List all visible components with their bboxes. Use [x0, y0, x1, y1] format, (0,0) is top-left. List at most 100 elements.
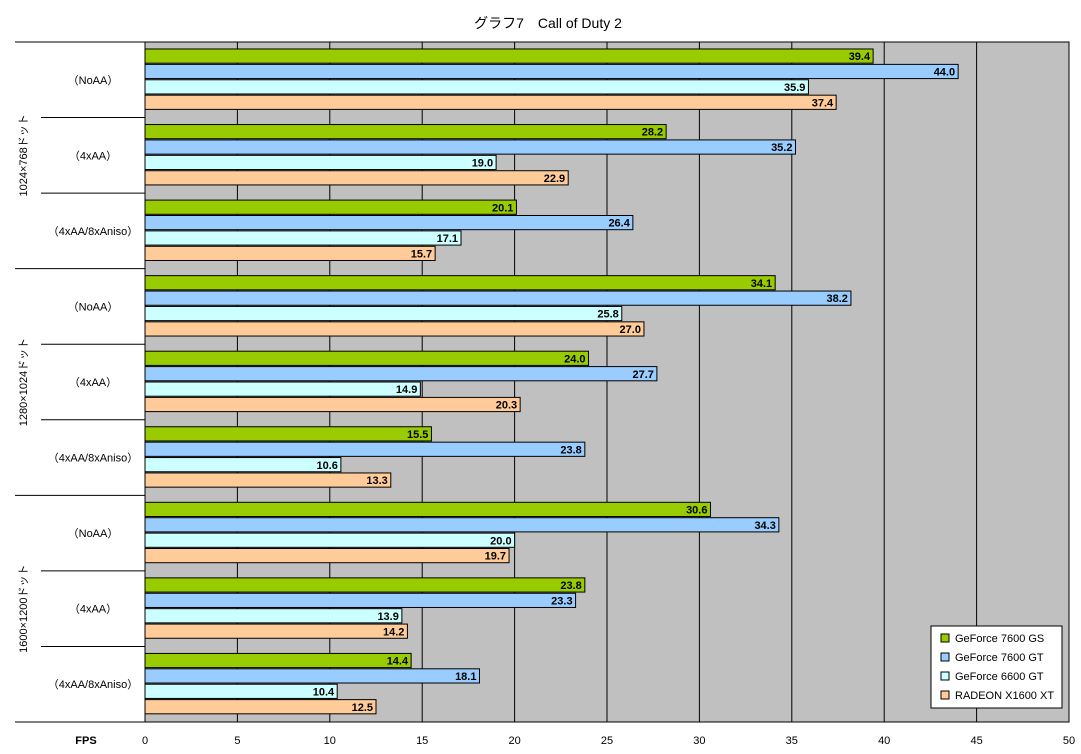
- category-label: （NoAA）: [68, 74, 119, 87]
- bar: [144, 366, 658, 382]
- bar: [144, 501, 711, 518]
- legend-swatch: [940, 671, 950, 681]
- bar: [144, 608, 403, 624]
- x-tick-label: 50: [1063, 735, 1075, 747]
- x-tick-label: 5: [234, 735, 240, 747]
- category-label: （4xAA/8xAniso）: [48, 452, 138, 465]
- bar: [144, 230, 462, 246]
- category-label: （4xAA）: [69, 603, 117, 616]
- data-label: 20.3: [496, 400, 517, 412]
- category-label: （NoAA）: [68, 300, 119, 313]
- data-label: 44.0: [934, 67, 955, 79]
- data-label: 27.7: [632, 369, 653, 381]
- bar: [144, 381, 421, 397]
- x-tick-label: 30: [693, 735, 705, 747]
- data-label: 13.9: [377, 611, 398, 623]
- data-label: 18.1: [455, 671, 476, 683]
- bar: [144, 139, 796, 155]
- data-label: 25.8: [597, 309, 618, 321]
- category-label: （NoAA）: [68, 527, 119, 540]
- x-axis-label: FPS: [75, 735, 96, 747]
- bar: [144, 63, 959, 80]
- data-label: 34.3: [754, 520, 775, 532]
- bar: [144, 457, 342, 473]
- x-tick-label: 20: [508, 735, 520, 747]
- bar: [144, 290, 852, 306]
- bar: [144, 623, 408, 639]
- data-label: 14.4: [387, 656, 409, 668]
- data-label: 19.0: [472, 158, 493, 170]
- x-tick-labels: 0 5 10 15 20 25 30 35 40 45 50: [142, 735, 1075, 747]
- data-label: 12.5: [352, 702, 373, 714]
- data-label: 10.6: [316, 460, 337, 472]
- group-label: 1600×1200ドット: [18, 564, 30, 652]
- x-tick-label: 0: [142, 735, 148, 747]
- data-label: 30.6: [686, 505, 707, 517]
- data-label: 20.0: [490, 535, 511, 547]
- legend: GeForce 7600 GS GeForce 7600 GT GeForce 66…: [930, 625, 1063, 709]
- bar: [144, 426, 432, 442]
- x-tick-label: 15: [416, 735, 428, 747]
- bar: [144, 48, 874, 64]
- bar: [144, 517, 780, 533]
- category-labels: （NoAA） （4xAA） （4xAA/8xAniso） （NoAA） （4xAA） （4…: [18, 74, 138, 691]
- data-label: 17.1: [437, 233, 458, 245]
- legend-label: GeForce 7600 GS: [955, 633, 1044, 645]
- bar: [144, 79, 809, 95]
- group-label: 1024×768ドット: [18, 114, 30, 196]
- data-label: 15.5: [407, 429, 428, 441]
- bar: [144, 199, 517, 215]
- data-label: 23.8: [560, 580, 581, 592]
- legend-swatch: [940, 652, 950, 662]
- x-tick-label: 45: [970, 735, 982, 747]
- category-label: （4xAA/8xAniso）: [48, 678, 138, 691]
- data-label: 23.3: [551, 595, 572, 607]
- bar: [144, 321, 645, 337]
- bar: [144, 170, 569, 186]
- x-tick-label: 25: [601, 735, 613, 747]
- data-label: 38.2: [827, 293, 848, 305]
- data-label: 28.2: [642, 127, 663, 139]
- data-label: 23.8: [560, 444, 581, 456]
- bar: [144, 245, 436, 261]
- bar: [144, 441, 586, 457]
- bar: [144, 472, 392, 488]
- data-label: 27.0: [620, 324, 641, 336]
- data-label: 34.1: [751, 278, 772, 290]
- legend-swatch: [940, 690, 950, 700]
- bar: [144, 592, 577, 608]
- category-label: （4xAA/8xAniso）: [48, 225, 138, 238]
- category-label: （4xAA）: [69, 376, 117, 389]
- x-tick-label: 35: [786, 735, 798, 747]
- bar: [144, 396, 521, 413]
- bar: [144, 683, 338, 699]
- legend-swatch: [940, 633, 950, 643]
- data-label: 20.1: [492, 202, 513, 214]
- bar: [144, 699, 377, 715]
- bar: [144, 350, 590, 366]
- data-label: 13.3: [366, 475, 387, 487]
- x-tick-label: 40: [878, 735, 890, 747]
- bar: [144, 124, 667, 140]
- legend-label: GeForce 7600 GT: [955, 652, 1044, 664]
- bars: 39.4 44.0 35.9 37.4 28.2 35.2 19.0 22.9 20.1 26.4…: [144, 48, 959, 715]
- data-label: 26.4: [608, 218, 630, 230]
- bar: [144, 275, 776, 291]
- data-label: 22.9: [544, 173, 565, 185]
- axes: [15, 41, 146, 723]
- data-label: 19.7: [485, 551, 506, 563]
- bar: [144, 548, 510, 564]
- legend-label: RADEON X1600 XT: [955, 690, 1054, 702]
- bar: [144, 652, 412, 669]
- group-label: 1280×1024ドット: [18, 338, 30, 426]
- bar: [144, 668, 480, 684]
- data-label: 37.4: [812, 97, 834, 109]
- chart-title: グラフ7 Call of Duty 2: [474, 15, 622, 31]
- data-label: 39.4: [849, 51, 871, 63]
- data-label: 24.0: [564, 353, 585, 365]
- bar: [144, 214, 634, 231]
- x-tick-label: 10: [324, 735, 336, 747]
- bar: [144, 94, 837, 110]
- category-label: （4xAA）: [69, 149, 117, 162]
